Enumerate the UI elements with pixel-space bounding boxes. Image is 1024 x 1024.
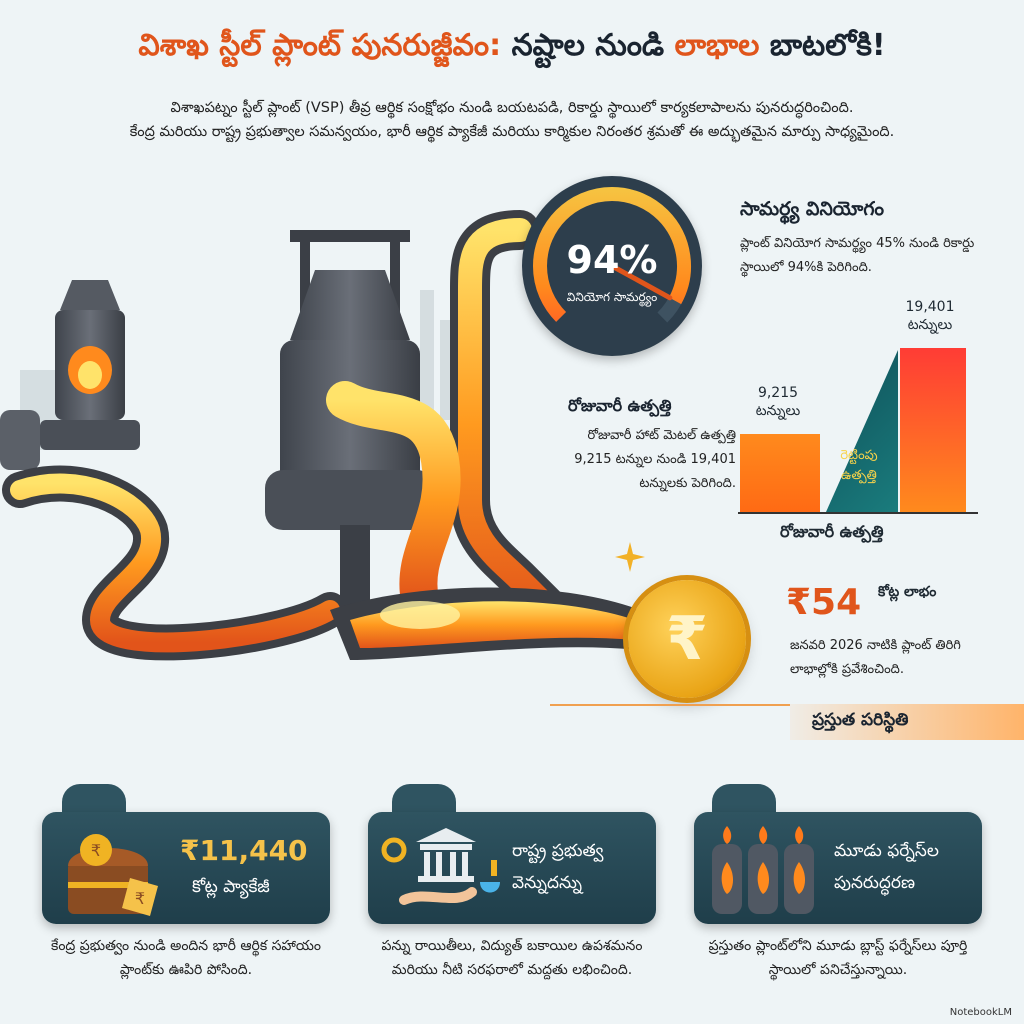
page-title: విశాఖ స్టీల్ ప్లాంట్ పునరుజ్జీవం: నష్టాల… bbox=[20, 28, 1004, 70]
hand-icon bbox=[399, 887, 477, 905]
growth-annotation: రెట్టింపు ఉత్పత్తి bbox=[840, 448, 878, 483]
gauge-needle bbox=[609, 263, 673, 301]
bar-unit-small: టన్నులు bbox=[755, 403, 801, 419]
bar-unit-big: టన్నులు bbox=[907, 317, 953, 333]
state-support-subtitle: వెన్నుదన్ను bbox=[512, 873, 582, 893]
profit-amount: ₹54 bbox=[786, 582, 862, 623]
blast-furnace-illustration bbox=[0, 210, 640, 661]
rupee-coin-icon: ₹ bbox=[628, 580, 746, 698]
furnace-subtitle: పునరుద్ధరణ bbox=[834, 873, 915, 893]
intro-text: విశాఖపట్నం స్టీల్ ప్లాంట్ (VSP) తీవ్ర ఆర… bbox=[30, 96, 994, 144]
furnace-icon bbox=[712, 826, 814, 914]
intro-line-1: విశాఖపట్నం స్టీల్ ప్లాంట్ (VSP) తీవ్ర ఆర… bbox=[170, 100, 854, 116]
profit-unit: కోట్ల లాభం bbox=[878, 584, 937, 600]
status-tag bbox=[790, 704, 1024, 740]
package-label: కోట్ల ప్యాకేజీ bbox=[192, 877, 270, 897]
bar-value-big: 19,401 bbox=[905, 299, 955, 315]
chart-xlabel: రోజువారీ ఉత్పత్తి bbox=[780, 522, 884, 541]
gauge-arc bbox=[533, 187, 691, 345]
molten-stream bbox=[326, 381, 461, 619]
package-card: ₹ ₹ ₹11,440 కోట్ల ప్యాకేజీ bbox=[42, 812, 330, 924]
daily-production-text: రోజువారీ హాట్ మెటల్ ఉత్పత్తి 9,215 టన్ను… bbox=[574, 428, 736, 491]
bar-label-big: 19,401 టన్నులు bbox=[880, 298, 980, 334]
status-label: ప్రస్తుత పరిస్థితి bbox=[812, 710, 909, 730]
utilization-gauge: 94% వినియోగ సామర్థ్యం bbox=[522, 176, 702, 356]
growth-wedge bbox=[826, 350, 898, 512]
title-part-1: విశాఖ స్టీల్ ప్లాంట్ పునరుజ్జీవం: bbox=[138, 28, 502, 63]
svg-text:₹: ₹ bbox=[135, 889, 145, 908]
bar-value-small: 9,215 bbox=[757, 385, 799, 401]
gauge-fill bbox=[533, 187, 691, 345]
state-support-desc: పన్ను రాయితీలు, విద్యుత్ బకాయిల ఉపశమనం మ… bbox=[381, 938, 643, 978]
title-part-3: లాభాల bbox=[674, 28, 760, 63]
title-part-4: బాటలోకి! bbox=[769, 28, 886, 63]
capacity-title: సామర్థ్య వినియోగం bbox=[740, 198, 885, 220]
treasure-chest-icon: ₹ ₹ bbox=[68, 834, 158, 916]
furnace-title: మూడు ఫర్నేస్‌ల bbox=[834, 841, 939, 861]
bar-label-small: 9,215 టన్నులు bbox=[728, 384, 828, 420]
water-drop-icon bbox=[480, 882, 500, 893]
capacity-text: ప్లాంట్ వినియోగ సామర్థ్యం 45% నుండి రికా… bbox=[740, 236, 975, 275]
footer-credit: NotebookLM bbox=[949, 1007, 1012, 1018]
government-building-icon bbox=[381, 828, 500, 905]
small-furnace bbox=[0, 280, 140, 470]
svg-text:₹: ₹ bbox=[91, 841, 101, 860]
main-blast-furnace bbox=[265, 230, 435, 605]
gauge-value: 94% bbox=[566, 238, 658, 282]
package-desc: కేంద్ర ప్రభుత్వం నుండి అందిన భారీ ఆర్థిక… bbox=[51, 938, 321, 978]
chart-axis bbox=[738, 512, 978, 514]
sparkle-icon bbox=[615, 542, 645, 572]
bar-before bbox=[740, 434, 820, 512]
furnace-card: మూడు ఫర్నేస్‌ల పునరుద్ధరణ bbox=[694, 812, 982, 924]
daily-production-title: రోజువారీ ఉత్పత్తి bbox=[568, 396, 672, 415]
profit-text: జనవరి 2026 నాటికి ప్లాంట్ తిరిగి లాభాల్ల… bbox=[790, 638, 961, 677]
gear-icon bbox=[381, 837, 407, 863]
package-amount: ₹11,440 bbox=[180, 834, 308, 867]
gauge-label: వినియోగ సామర్థ్యం bbox=[566, 290, 658, 304]
state-support-card: రాష్ట్ర ప్రభుత్వ వెన్నుదన్ను bbox=[368, 812, 656, 924]
state-support-title: రాష్ట్ర ప్రభుత్వ bbox=[512, 841, 604, 861]
bar-after bbox=[900, 348, 966, 512]
furnace-desc: ప్రస్తుతం ప్లాంట్‌లోని మూడు బ్లాస్ట్ ఫర్… bbox=[708, 938, 968, 978]
intro-line-2: కేంద్ర మరియు రాష్ట్ర ప్రభుత్వాల సమన్వయం,… bbox=[129, 124, 895, 140]
status-connector bbox=[550, 704, 790, 706]
title-part-2: నష్టాల నుండి bbox=[511, 28, 665, 63]
